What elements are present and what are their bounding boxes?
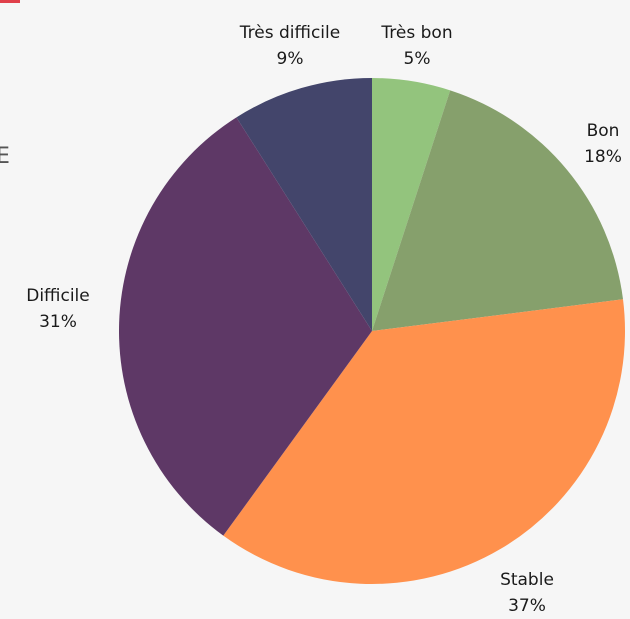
slice-label: Très bon bbox=[380, 23, 452, 43]
slice-value: 9% bbox=[277, 49, 304, 69]
slice-label: Difficile bbox=[26, 286, 90, 306]
slice-value: 31% bbox=[39, 312, 77, 332]
pie-slice bbox=[223, 299, 625, 584]
pie-slice bbox=[236, 78, 372, 331]
slice-label: Très difficile bbox=[239, 23, 340, 43]
pie-slice bbox=[118, 117, 373, 536]
pie-slice bbox=[372, 90, 624, 332]
slice-value: 18% bbox=[584, 147, 622, 167]
slice-label: Stable bbox=[500, 570, 554, 590]
slice-label: Bon bbox=[587, 121, 620, 141]
cut-off-heading: E bbox=[0, 144, 10, 169]
accent-bar bbox=[0, 0, 20, 3]
slice-value: 37% bbox=[508, 596, 546, 616]
slice-value: 5% bbox=[404, 49, 431, 69]
pie-slice bbox=[372, 78, 451, 331]
